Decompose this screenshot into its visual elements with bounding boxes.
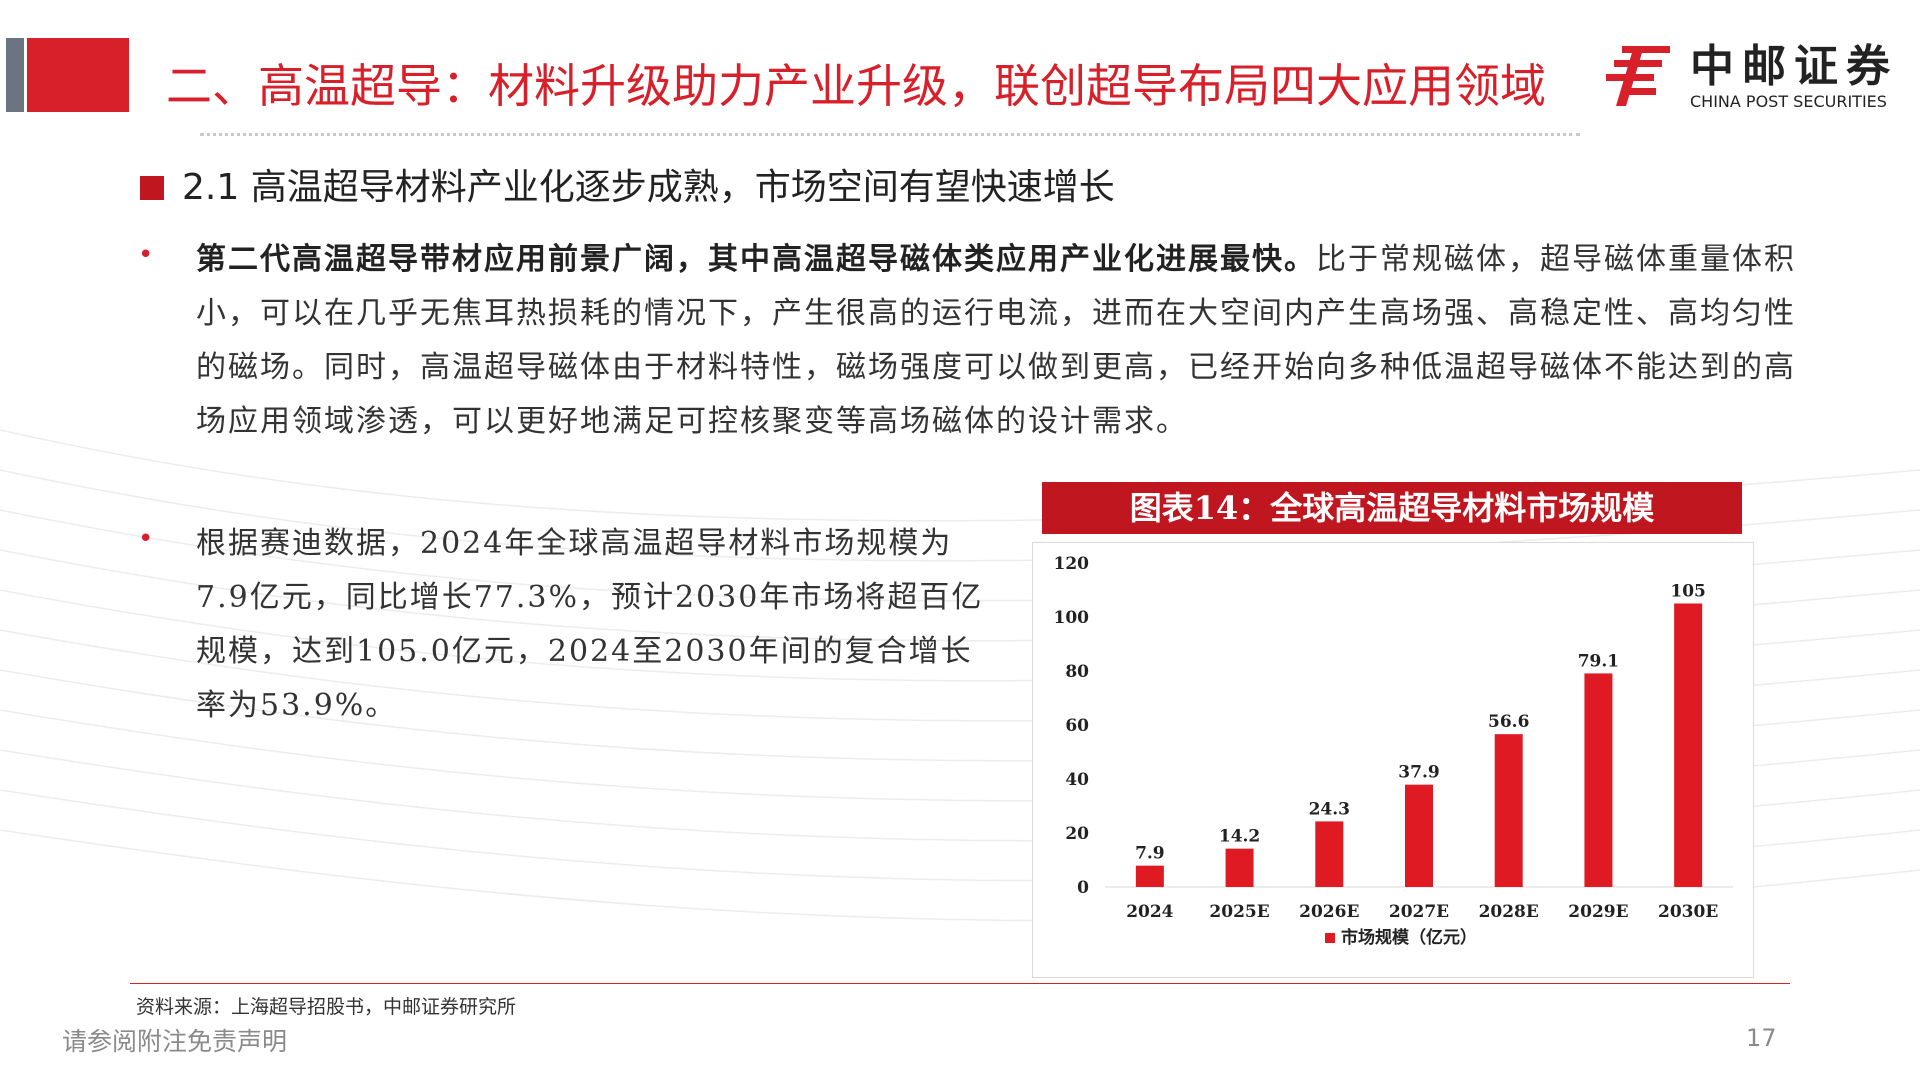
logo-english-name: CHINA POST SECURITIES xyxy=(1690,92,1887,111)
bullet-marker: • xyxy=(138,524,154,554)
bar-value-label: 79.1 xyxy=(1578,651,1619,671)
legend-swatch xyxy=(1325,933,1335,943)
bar-value-label: 24.3 xyxy=(1309,799,1350,819)
chart-title: 图表14：全球高温超导材料市场规模 xyxy=(1042,482,1742,534)
x-tick-label: 2029E xyxy=(1568,902,1628,922)
legend-label: 市场规模（亿元） xyxy=(1341,927,1477,948)
bullet-paragraph-2: 根据赛迪数据，2024年全球高温超导材料市场规模为7.9亿元，同比增长77.3%… xyxy=(196,526,984,723)
bar xyxy=(1494,734,1523,887)
x-tick-label: 2024 xyxy=(1126,902,1173,922)
bar xyxy=(1405,784,1433,887)
x-tick-label: 2028E xyxy=(1479,902,1539,922)
disclaimer-note: 请参阅附注免责声明 xyxy=(62,1027,288,1056)
y-tick-label: 100 xyxy=(1054,608,1090,628)
bar xyxy=(1584,673,1613,887)
bar-value-label: 7.9 xyxy=(1135,844,1165,864)
bullet-1-bold-lead: 第二代高温超导带材应用前景广阔，其中高温超导磁体类应用产业化进展最快。 xyxy=(196,242,1316,277)
header-accent-bar-grey xyxy=(6,38,24,112)
header-accent-bar-red xyxy=(27,38,129,112)
x-tick-label: 2025E xyxy=(1209,902,1269,922)
y-tick-label: 0 xyxy=(1077,878,1089,898)
bar-value-label: 14.2 xyxy=(1219,827,1260,847)
bar xyxy=(1135,865,1164,887)
bar xyxy=(1674,603,1703,887)
source-note: 资料来源：上海超导招股书，中邮证券研究所 xyxy=(136,996,517,1018)
section-marker-square xyxy=(140,176,164,200)
bar-value-label: 105 xyxy=(1670,582,1706,602)
china-post-logo-icon xyxy=(1606,46,1670,106)
bullet-marker: • xyxy=(138,240,154,270)
header-divider xyxy=(200,133,1580,136)
bullet-1-body: 比于常规磁体，超导磁体重量体积小，可以在几乎无焦耳热损耗的情况下，产生很高的运行… xyxy=(196,242,1796,439)
y-tick-label: 80 xyxy=(1065,662,1089,682)
page-title: 二、高温超导：材料升级助力产业升级，联创超导布局四大应用领域 xyxy=(166,59,1546,113)
bar-value-label: 56.6 xyxy=(1488,712,1529,732)
y-tick-label: 120 xyxy=(1054,554,1090,574)
y-tick-label: 60 xyxy=(1065,716,1089,736)
logo-chinese-name: 中邮证券 xyxy=(1690,41,1898,92)
y-tick-label: 40 xyxy=(1065,770,1089,790)
bullet-paragraph-1: 第二代高温超导带材应用前景广阔，其中高温超导磁体类应用产业化进展最快。比于常规磁… xyxy=(196,233,1796,449)
y-tick-label: 20 xyxy=(1065,824,1089,844)
bar xyxy=(1315,821,1344,887)
bar xyxy=(1225,848,1254,887)
bar-value-label: 37.9 xyxy=(1398,763,1439,783)
company-logo: 中邮证券 CHINA POST SECURITIES xyxy=(1604,40,1904,116)
chart-canvas: 0 20 40 60 80 100 120 7.9 2024 14.2 2025E 24.3 2026E… xyxy=(1054,554,1733,948)
market-size-bar-chart: 0 20 40 60 80 100 120 7.9 2024 14.2 2025E 24.3 2026E… xyxy=(1032,542,1754,978)
footer-divider xyxy=(130,983,1790,984)
x-tick-label: 2026E xyxy=(1299,902,1359,922)
section-title: 2.1 高温超导材料产业化逐步成熟，市场空间有望快速增长 xyxy=(182,167,1115,208)
x-tick-label: 2030E xyxy=(1658,902,1718,922)
x-tick-label: 2027E xyxy=(1389,902,1449,922)
page-number: 17 xyxy=(1746,1024,1777,1052)
